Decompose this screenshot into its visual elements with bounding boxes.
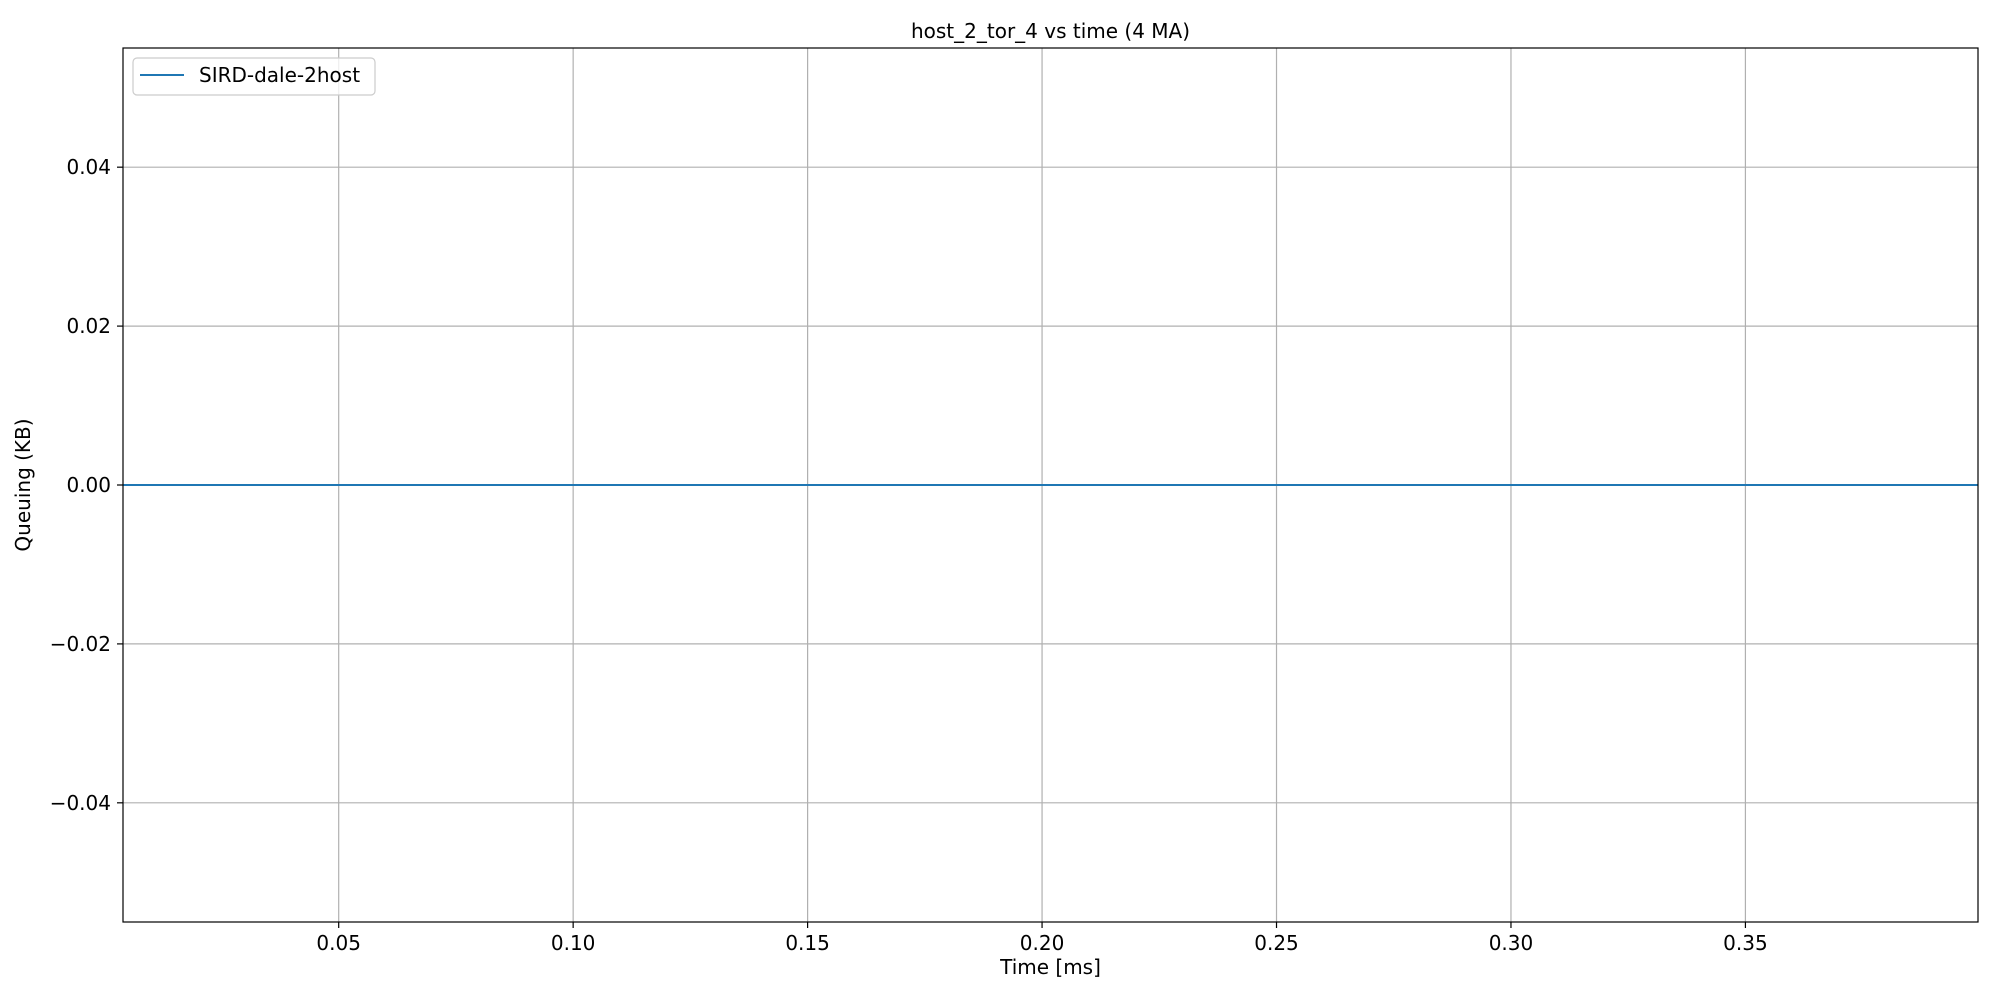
chart-title: host_2_tor_4 vs time (4 MA)	[911, 19, 1190, 43]
axis-ticks: 0.05 0.10 0.15 0.20 0.25 0.30 0.35 0.04 0.02 0.00…	[50, 155, 1768, 955]
x-tick-label: 0.10	[551, 931, 596, 955]
x-tick-label: 0.35	[1723, 931, 1768, 955]
y-tick-label: 0.02	[66, 314, 111, 338]
x-tick-label: 0.30	[1489, 931, 1534, 955]
x-tick-label: 0.25	[1254, 931, 1299, 955]
legend-label: SIRD-dale-2host	[199, 63, 360, 87]
y-tick-label: 0.04	[66, 155, 111, 179]
legend: SIRD-dale-2host	[132, 57, 376, 96]
y-tick-label: −0.04	[50, 791, 111, 815]
x-axis-label: Time [ms]	[999, 955, 1101, 979]
legend-box	[132, 57, 376, 96]
x-tick-label: 0.20	[1020, 931, 1065, 955]
y-tick-label: 0.00	[66, 473, 111, 497]
y-axis-label: Queuing (KB)	[11, 418, 35, 551]
x-tick-label: 0.05	[316, 931, 361, 955]
y-tick-label: −0.02	[50, 632, 111, 656]
x-tick-label: 0.15	[785, 931, 830, 955]
